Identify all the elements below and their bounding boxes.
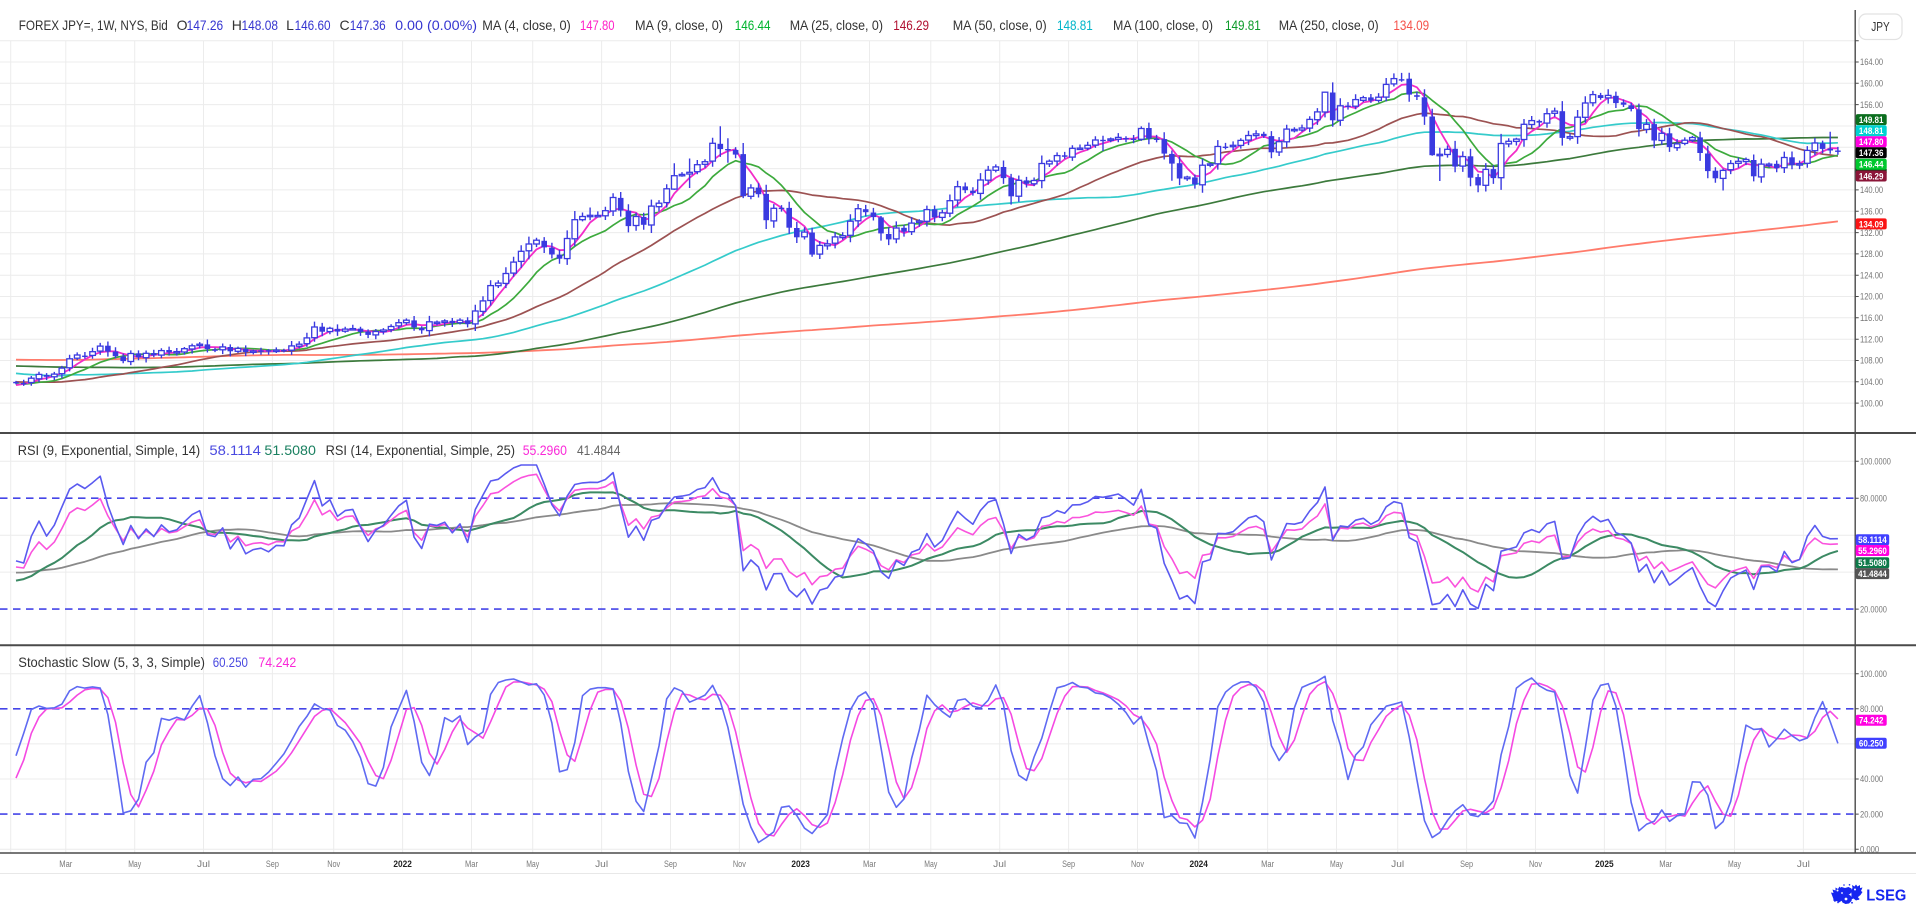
svg-text:May: May: [1728, 859, 1741, 870]
svg-text:Mar: Mar: [59, 859, 72, 870]
svg-text:147.36: 147.36: [1859, 148, 1884, 159]
svg-text:RSI (14, Exponential, Simple,: RSI (14, Exponential, Simple, 25): [326, 442, 515, 458]
svg-text:100.0000: 100.0000: [1860, 457, 1891, 468]
svg-text:FOREX JPY=, 1W, NYS, Bid: FOREX JPY=, 1W, NYS, Bid: [19, 17, 168, 33]
svg-text:41.4844: 41.4844: [577, 442, 621, 458]
svg-text:41.4844: 41.4844: [1858, 569, 1887, 580]
svg-text:0.000: 0.000: [1860, 844, 1879, 855]
svg-text:Jul: Jul: [595, 859, 608, 870]
svg-text:100.00: 100.00: [1860, 398, 1883, 409]
svg-text:116.00: 116.00: [1860, 313, 1883, 324]
svg-text:74.242: 74.242: [1859, 716, 1884, 727]
svg-text:160.00: 160.00: [1860, 79, 1883, 90]
svg-text:20.000: 20.000: [1860, 809, 1883, 820]
svg-text:147.26: 147.26: [187, 17, 224, 33]
svg-text:Jul: Jul: [993, 859, 1006, 870]
svg-text:146.29: 146.29: [1859, 171, 1884, 182]
svg-text:55.2960: 55.2960: [1858, 546, 1887, 557]
svg-text:140.00: 140.00: [1860, 185, 1883, 196]
svg-text:149.81: 149.81: [1225, 17, 1261, 33]
svg-text:136.00: 136.00: [1860, 206, 1883, 217]
svg-text:MA (9, close, 0): MA (9, close, 0): [635, 17, 723, 33]
svg-text:124.00: 124.00: [1860, 270, 1883, 281]
svg-text:Nov: Nov: [733, 859, 746, 870]
svg-text:112.00: 112.00: [1860, 334, 1883, 345]
svg-text:55.2960: 55.2960: [523, 442, 567, 458]
svg-text:51.5080: 51.5080: [264, 442, 316, 458]
svg-text:C: C: [340, 17, 350, 33]
svg-text:146.44: 146.44: [1859, 160, 1884, 171]
svg-text:128.00: 128.00: [1860, 249, 1883, 260]
svg-text:156.00: 156.00: [1860, 100, 1883, 111]
svg-text:146.44: 146.44: [735, 17, 771, 33]
svg-text:100.000: 100.000: [1860, 669, 1887, 680]
svg-text:108.00: 108.00: [1860, 356, 1883, 367]
svg-text:Jul: Jul: [1391, 859, 1404, 870]
svg-text:80.0000: 80.0000: [1860, 493, 1887, 504]
svg-text:148.81: 148.81: [1057, 17, 1093, 33]
svg-text:May: May: [1330, 859, 1343, 870]
svg-text:Sep: Sep: [1460, 859, 1473, 870]
svg-text:40.000: 40.000: [1860, 774, 1883, 785]
svg-text:Mar: Mar: [863, 859, 876, 870]
svg-text:80.000: 80.000: [1860, 704, 1883, 715]
svg-text:146.29: 146.29: [893, 17, 929, 33]
svg-text:Nov: Nov: [1529, 859, 1542, 870]
svg-text:Sep: Sep: [664, 859, 677, 870]
svg-text:0.00 (0.00%): 0.00 (0.00%): [395, 17, 477, 33]
svg-text:148.81: 148.81: [1859, 126, 1884, 137]
svg-text:MA (4, close, 0): MA (4, close, 0): [482, 17, 571, 33]
svg-text:146.60: 146.60: [295, 17, 331, 33]
svg-text:164.00: 164.00: [1860, 57, 1883, 68]
svg-text:2022: 2022: [393, 859, 412, 870]
svg-text:Sep: Sep: [1062, 859, 1075, 870]
svg-text:20.0000: 20.0000: [1860, 604, 1887, 615]
svg-text:RSI (9, Exponential, Simple, 1: RSI (9, Exponential, Simple, 14): [18, 442, 201, 458]
svg-text:58.1114: 58.1114: [209, 442, 261, 458]
svg-text:May: May: [128, 859, 141, 870]
svg-text:134.09: 134.09: [1859, 219, 1884, 230]
svg-text:134.09: 134.09: [1393, 17, 1429, 33]
svg-text:2024: 2024: [1189, 859, 1208, 870]
svg-text:Jul: Jul: [197, 859, 210, 870]
svg-text:May: May: [924, 859, 937, 870]
svg-text:JPY: JPY: [1871, 19, 1890, 34]
svg-text:74.242: 74.242: [258, 654, 296, 670]
svg-text:51.5080: 51.5080: [1858, 558, 1887, 569]
svg-text:Mar: Mar: [1659, 859, 1672, 870]
svg-text:Stochastic Slow (5, 3, 3, Simp: Stochastic Slow (5, 3, 3, Simple): [18, 654, 205, 670]
svg-text:104.00: 104.00: [1860, 377, 1883, 388]
svg-text:60.250: 60.250: [213, 654, 248, 670]
svg-text:Nov: Nov: [1131, 859, 1144, 870]
svg-text:2023: 2023: [791, 859, 810, 870]
svg-text:Mar: Mar: [465, 859, 478, 870]
svg-text:148.08: 148.08: [242, 17, 279, 33]
svg-text:H: H: [232, 17, 242, 33]
svg-text:58.1114: 58.1114: [1858, 535, 1887, 546]
svg-text:MA (250, close, 0): MA (250, close, 0): [1279, 17, 1379, 33]
svg-text:2025: 2025: [1595, 859, 1614, 870]
svg-text:147.80: 147.80: [1859, 137, 1884, 148]
svg-text:120.00: 120.00: [1860, 292, 1883, 303]
svg-text:MA (25, close, 0): MA (25, close, 0): [790, 17, 883, 33]
svg-text:LSEG: LSEG: [1866, 888, 1906, 905]
svg-text:149.81: 149.81: [1859, 115, 1884, 126]
svg-text:May: May: [526, 859, 539, 870]
svg-text:132.00: 132.00: [1860, 228, 1883, 239]
svg-text:MA (100, close, 0): MA (100, close, 0): [1113, 17, 1213, 33]
svg-text:O: O: [177, 17, 188, 33]
svg-text:Jul: Jul: [1797, 859, 1810, 870]
svg-text:MA (50, close, 0): MA (50, close, 0): [953, 17, 1047, 33]
svg-text:60.250: 60.250: [1859, 739, 1884, 750]
svg-text:Mar: Mar: [1261, 859, 1274, 870]
svg-text:147.80: 147.80: [580, 17, 615, 33]
svg-text:L: L: [286, 17, 294, 33]
svg-text:Sep: Sep: [266, 859, 279, 870]
svg-text:Nov: Nov: [327, 859, 340, 870]
svg-text:147.36: 147.36: [350, 17, 386, 33]
